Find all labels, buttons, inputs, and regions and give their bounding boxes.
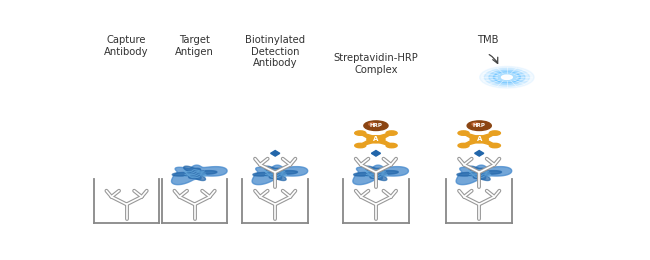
Circle shape [386,131,397,135]
Text: HRP: HRP [369,123,382,128]
Circle shape [355,131,366,135]
Circle shape [502,75,512,79]
Text: Biotinylated
Detection
Antibody: Biotinylated Detection Antibody [245,35,306,68]
Polygon shape [270,151,280,156]
Circle shape [480,67,534,88]
Polygon shape [353,165,408,185]
Text: TMB: TMB [476,35,498,45]
Polygon shape [456,165,512,185]
Polygon shape [462,138,483,146]
Text: HRP: HRP [473,123,486,128]
Circle shape [493,72,521,83]
Polygon shape [252,165,307,185]
Polygon shape [253,166,298,180]
Polygon shape [372,133,393,141]
Text: Capture
Antibody: Capture Antibody [105,35,149,57]
Circle shape [355,143,366,148]
Circle shape [496,73,518,82]
Circle shape [472,123,479,126]
Polygon shape [457,166,502,180]
Polygon shape [476,133,496,141]
Circle shape [489,70,525,84]
Polygon shape [476,138,496,146]
Circle shape [369,123,376,126]
Circle shape [489,143,500,148]
Circle shape [458,143,469,148]
Polygon shape [474,151,484,156]
Circle shape [484,68,530,86]
Circle shape [386,143,397,148]
Text: Target
Antigen: Target Antigen [175,35,214,57]
Polygon shape [359,138,380,146]
Polygon shape [354,166,398,180]
Polygon shape [372,138,393,146]
Text: Streptavidin-HRP
Complex: Streptavidin-HRP Complex [333,53,419,75]
Circle shape [458,131,469,135]
Circle shape [367,136,385,143]
Polygon shape [172,165,227,185]
Circle shape [467,121,491,131]
Polygon shape [172,166,217,180]
Polygon shape [359,133,380,141]
Circle shape [489,131,500,135]
Polygon shape [371,151,380,156]
Circle shape [470,136,488,143]
Polygon shape [462,133,483,141]
Text: A: A [476,136,482,142]
Circle shape [364,121,388,131]
Text: A: A [373,136,379,142]
